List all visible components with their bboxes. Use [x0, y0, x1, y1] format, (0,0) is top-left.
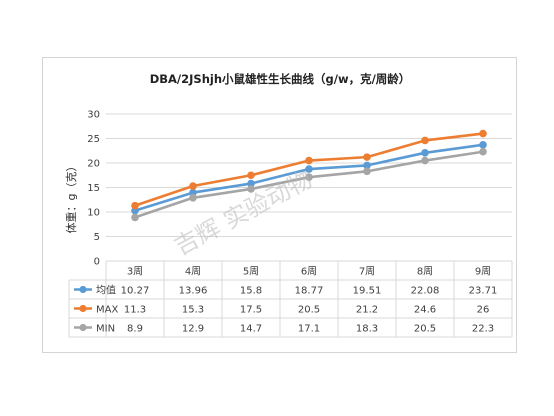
x-tick-label: 3周 [127, 266, 143, 278]
table-cell: 20.5 [414, 324, 436, 335]
table-cell: 15.8 [240, 286, 262, 297]
chart-frame: DBA/2JShjh小鼠雄性生长曲线（g/w，克/周龄） 体重：g（克） 0 5 1… [42, 57, 517, 353]
table-cell: 12.9 [182, 324, 204, 335]
data-point [479, 147, 487, 156]
series-lines [131, 129, 487, 222]
y-tick-label: 0 [94, 257, 100, 268]
growth-chart: DBA/2JShjh小鼠雄性生长曲线（g/w，克/周龄） 体重：g（克） 0 5 1… [64, 72, 513, 338]
y-axis-label: 体重：g（克） [64, 161, 78, 234]
data-point [247, 171, 255, 180]
data-point [189, 193, 197, 202]
table-cell: 13.96 [179, 286, 208, 297]
table-cell: 20.5 [298, 305, 320, 316]
data-point [305, 156, 313, 165]
y-tick-label: 10 [87, 208, 100, 219]
table-cell: 23.71 [469, 286, 498, 297]
data-point [363, 167, 371, 176]
data-point [247, 185, 255, 193]
legend-label: MIN [96, 324, 115, 335]
x-tick-label: 6周 [301, 266, 317, 278]
chart-title: DBA/2JShjh小鼠雄性生长曲线（g/w，克/周龄） [150, 72, 411, 86]
data-point [189, 182, 197, 190]
table-cell: 11.3 [124, 305, 146, 316]
data-point [421, 136, 429, 145]
data-point [189, 188, 197, 197]
y-tick-label: 25 [87, 134, 100, 145]
data-point [305, 173, 313, 182]
table-cell: 18.3 [356, 324, 378, 335]
data-point [479, 141, 487, 149]
data-point [363, 153, 371, 161]
data-point [421, 156, 429, 165]
data-point [247, 179, 255, 188]
table-cell: 8.9 [127, 324, 143, 335]
legend-label: MAX [96, 305, 118, 316]
table-cell: 14.7 [240, 324, 262, 335]
legend-label: 均值 [96, 284, 116, 297]
x-tick-label: 4周 [185, 266, 201, 278]
table-cell: 15.3 [182, 305, 204, 316]
data-point [131, 213, 139, 222]
table-cell: 10.27 [121, 286, 150, 297]
x-tick-label: 7周 [359, 266, 375, 278]
table-cell: 24.6 [414, 305, 436, 316]
y-tick-label: 30 [87, 110, 100, 121]
x-tick-label: 8周 [417, 266, 433, 278]
table-cell: 26 [477, 305, 490, 316]
data-point [479, 129, 487, 138]
y-tick-label: 20 [87, 159, 100, 170]
table-cell: 17.5 [240, 305, 262, 316]
table-cell: 22.3 [472, 324, 494, 335]
legend-key-marker [79, 285, 87, 294]
data-point [305, 165, 313, 173]
x-tick-label: 5周 [243, 266, 259, 278]
data-point [131, 201, 139, 210]
table-cell: 19.51 [353, 286, 382, 297]
table-cell: 21.2 [356, 305, 378, 316]
data-point [363, 161, 371, 170]
table-cell: 18.77 [295, 286, 324, 297]
y-axis-ticks: 0 5 10 15 20 25 30 [87, 110, 100, 268]
table-cell: 22.08 [411, 286, 440, 297]
watermark: 吉辉 实验动物 [170, 165, 317, 261]
legend-key-marker [79, 304, 87, 313]
data-point [421, 149, 429, 157]
x-tick-label: 9周 [475, 266, 491, 278]
y-tick-label: 5 [94, 232, 100, 243]
legend-key-marker [79, 323, 87, 332]
table-cell: 17.1 [298, 324, 320, 335]
y-tick-label: 15 [87, 183, 100, 194]
